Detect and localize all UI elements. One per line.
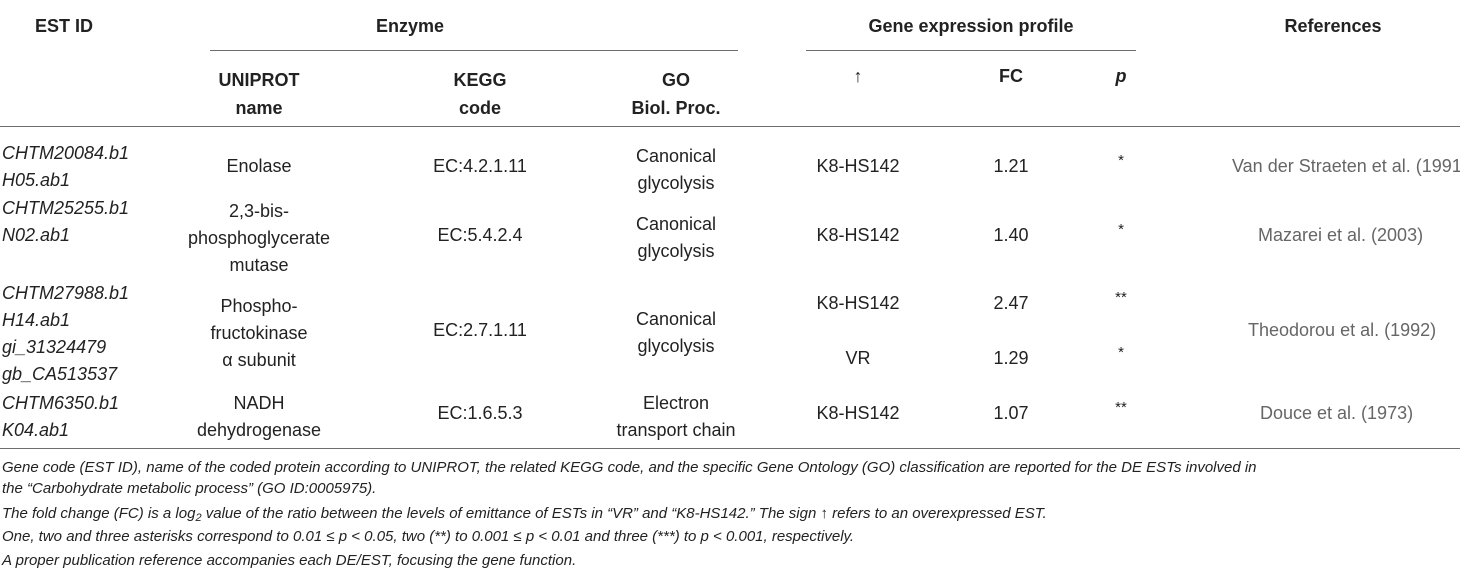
table-row-3-est-id: CHTM27988.b1 H14.ab1 gi_31324479 gb_CA51… bbox=[2, 280, 129, 388]
est-id-line: H14.ab1 bbox=[2, 310, 71, 330]
footnote-4: A proper publication reference accompani… bbox=[2, 552, 577, 569]
table-row-4-fc: 1.07 bbox=[993, 403, 1029, 423]
est-id-line: CHTM20084.b1 bbox=[2, 143, 130, 163]
table-row-2-est-id: CHTM25255.b1 N02.ab1 bbox=[2, 195, 129, 249]
footnote-2-text-rest: value of the ratio between the levels of… bbox=[201, 505, 1047, 522]
table-row-1-go: Canonical glycolysis bbox=[576, 143, 776, 197]
est-id-line: N02.ab1 bbox=[2, 225, 71, 245]
table-row-4-uniprot: NADH dehydrogenase bbox=[159, 390, 359, 444]
table-row-2-reference: Mazarei et al. (2003) bbox=[1258, 225, 1424, 245]
table-row-4-go: Electron transport chain bbox=[576, 390, 776, 444]
table-row-3b-p: * bbox=[1118, 344, 1124, 361]
footnote-2-text: The fold change (FC) is a log bbox=[2, 505, 196, 522]
header-bottom-rule bbox=[0, 126, 1460, 127]
est-id-line: CHTM27988.b1 bbox=[2, 283, 130, 303]
est-id-line: K04.ab1 bbox=[2, 420, 70, 440]
header-enzyme: Enzyme bbox=[375, 16, 445, 36]
header-overexpressed-arrow: ↑ bbox=[853, 66, 863, 86]
go-line: Electron bbox=[642, 393, 710, 413]
table-row-3-p: ** bbox=[1115, 289, 1127, 306]
expression-group-rule bbox=[806, 50, 1136, 51]
header-kegg-line1: KEGG bbox=[453, 70, 507, 90]
table-row-3-go: Canonical glycolysis bbox=[576, 306, 776, 360]
go-line: Canonical bbox=[635, 309, 717, 329]
table-row-1-fc: 1.21 bbox=[993, 156, 1029, 176]
header-est-id: EST ID bbox=[35, 16, 94, 36]
header-go: GO Biol. Proc. bbox=[576, 66, 776, 122]
go-line: transport chain bbox=[616, 420, 736, 440]
table-row-2-go: Canonical glycolysis bbox=[576, 211, 776, 265]
header-references: References bbox=[1284, 16, 1382, 36]
uniprot-line: 2,3-bis- bbox=[228, 201, 290, 221]
table-row-2-fc: 1.40 bbox=[993, 225, 1029, 245]
table-row-1-uniprot: Enolase bbox=[226, 156, 292, 176]
table-row-2-overexpressed: K8-HS142 bbox=[816, 225, 900, 245]
footnote-2-subscript: 2 bbox=[195, 512, 202, 524]
table-row-4-est-id: CHTM6350.b1 K04.ab1 bbox=[2, 390, 119, 444]
go-line: Canonical bbox=[635, 146, 717, 166]
header-go-line1: GO bbox=[661, 70, 690, 90]
header-kegg-line2: code bbox=[458, 98, 501, 118]
go-line: Canonical bbox=[635, 214, 717, 234]
table-row-1-kegg: EC:4.2.1.11 bbox=[433, 156, 527, 176]
header-uniprot-line2: name bbox=[235, 98, 283, 118]
header-uniprot-line1: UNIPROT bbox=[218, 70, 300, 90]
table-row-1-overexpressed: K8-HS142 bbox=[816, 156, 900, 176]
go-line: glycolysis bbox=[637, 173, 715, 193]
header-kegg: KEGG code bbox=[380, 66, 580, 122]
table-row-4-reference: Douce et al. (1973) bbox=[1260, 403, 1414, 423]
table-row-1-p: * bbox=[1118, 152, 1124, 169]
header-gene-expression-profile: Gene expression profile bbox=[868, 16, 1074, 36]
table-row-3b-overexpressed: VR bbox=[845, 348, 871, 368]
uniprot-line: dehydrogenase bbox=[196, 420, 322, 440]
est-id-line: CHTM25255.b1 bbox=[2, 198, 130, 218]
footnote-1-line1: Gene code (EST ID), name of the coded pr… bbox=[2, 459, 1257, 476]
table-row-4-p: ** bbox=[1115, 399, 1127, 416]
est-id-line: H05.ab1 bbox=[2, 170, 71, 190]
table-row-3-overexpressed: K8-HS142 bbox=[816, 293, 900, 313]
est-id-line: gi_31324479 bbox=[2, 337, 107, 357]
footnote-1-line2: the “Carbohydrate metabolic process” (GO… bbox=[2, 480, 377, 497]
table-row-3-fc: 2.47 bbox=[993, 293, 1029, 313]
header-go-line2: Biol. Proc. bbox=[631, 98, 721, 118]
uniprot-line: mutase bbox=[229, 255, 289, 275]
table-row-1-est-id: CHTM20084.b1 H05.ab1 bbox=[2, 140, 129, 194]
go-line: glycolysis bbox=[637, 241, 715, 261]
footnote-1: Gene code (EST ID), name of the coded pr… bbox=[2, 457, 1454, 499]
est-id-line: gb_CA513537 bbox=[2, 364, 118, 384]
uniprot-line: NADH bbox=[233, 393, 285, 413]
footnote-2: The fold change (FC) is a log2 value of … bbox=[2, 503, 1454, 524]
table-row-4-overexpressed: K8-HS142 bbox=[816, 403, 900, 423]
uniprot-line: Phospho- bbox=[220, 296, 298, 316]
est-id-line: CHTM6350.b1 bbox=[2, 393, 120, 413]
table-row-3-kegg: EC:2.7.1.11 bbox=[433, 320, 527, 340]
go-line: glycolysis bbox=[637, 336, 715, 356]
table-row-4-kegg: EC:1.6.5.3 bbox=[437, 403, 523, 423]
table-row-2-kegg: EC:5.4.2.4 bbox=[437, 225, 523, 245]
uniprot-line: fructokinase bbox=[210, 323, 308, 343]
table-row-3b-fc: 1.29 bbox=[993, 348, 1029, 368]
table-bottom-rule bbox=[0, 448, 1460, 449]
table-row-2-uniprot: 2,3-bis- phosphoglycerate mutase bbox=[159, 198, 359, 279]
uniprot-line: phosphoglycerate bbox=[187, 228, 331, 248]
table-row-1-reference: Van der Straeten et al. (1991) bbox=[1232, 156, 1460, 176]
uniprot-line: α subunit bbox=[222, 350, 296, 370]
table-row-3-uniprot: Phospho- fructokinase α subunit bbox=[159, 293, 359, 374]
header-p: p bbox=[1115, 66, 1127, 86]
footnote-3: One, two and three asterisks correspond … bbox=[2, 528, 855, 545]
header-fc: FC bbox=[999, 66, 1023, 86]
enzyme-group-rule bbox=[210, 50, 738, 51]
table-row-3-reference: Theodorou et al. (1992) bbox=[1248, 320, 1437, 340]
header-uniprot: UNIPROT name bbox=[159, 66, 359, 122]
table-row-2-p: * bbox=[1118, 221, 1124, 238]
